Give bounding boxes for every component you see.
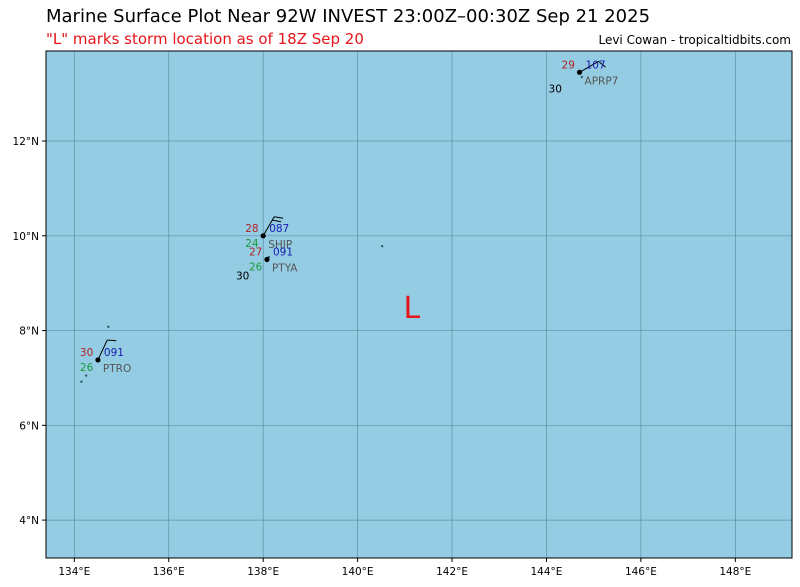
lat-tick-label: 6°N	[19, 420, 39, 432]
pressure-label: 091	[273, 246, 293, 258]
axis-ticks: 134°E 136°E 138°E 140°E 142°E 144°E 146°E 148°E…	[13, 136, 752, 578]
pressure-label: 087	[269, 223, 289, 235]
pressure-label: 107	[586, 59, 606, 71]
station-id-label: PTYA	[272, 262, 298, 274]
lon-tick-label: 138°E	[247, 566, 279, 578]
temperature-label: 30	[80, 347, 93, 359]
lon-tick-label: 140°E	[342, 566, 374, 578]
temperature-label: 27	[249, 246, 262, 258]
wind-barb-flag	[107, 339, 117, 342]
island-guam	[580, 75, 584, 79]
island-ngulu	[380, 245, 384, 248]
dewpoint-label: 26	[80, 362, 94, 374]
station-ship: 28 24 087 SHIP	[245, 216, 292, 251]
wind-barb-staff	[97, 339, 108, 361]
lat-tick-label: 12°N	[13, 136, 39, 148]
station-ptro: 30 26 091 PTRO	[80, 339, 131, 375]
temperature-label: 28	[245, 223, 258, 235]
plot-title: Marine Surface Plot Near 92W INVEST 23:0…	[46, 6, 651, 27]
wind-barb-flag	[272, 219, 282, 223]
station-dot	[576, 69, 583, 75]
lon-tick-label: 146°E	[625, 566, 657, 578]
lat-tick-label: 4°N	[19, 515, 39, 527]
plot-subtitle: "L" marks storm location as of 18Z Sep 2…	[46, 30, 364, 48]
dewpoint-label: 26	[249, 261, 263, 273]
lat-tick-label: 10°N	[13, 231, 39, 243]
map-frame	[45, 50, 793, 559]
ocean-background	[46, 51, 792, 558]
islands-layer	[80, 75, 584, 383]
lon-tick-label: 144°E	[531, 566, 563, 578]
island-kayangel	[107, 325, 110, 328]
island-palau-south-1	[84, 374, 88, 377]
extra-obs-label: 30	[236, 270, 249, 282]
extra-obs-label: 30	[549, 83, 562, 95]
temperature-label: 29	[562, 59, 575, 71]
lat-lon-grid	[46, 51, 792, 558]
station-id-label: SHIP	[268, 239, 292, 251]
station-aprp7: 29 107 APRP7 30	[549, 59, 619, 95]
station-id-label: PTRO	[103, 363, 131, 375]
wind-barb-flag	[274, 216, 284, 219]
credit-text: Levi Cowan - tropicaltidbits.com	[598, 33, 791, 47]
island-palau-south-2	[80, 380, 83, 383]
wind-barb-staff	[579, 60, 599, 73]
dewpoint-label: 24	[245, 238, 259, 250]
station-dot	[264, 256, 270, 263]
lon-tick-label: 142°E	[436, 566, 468, 578]
lon-tick-label: 136°E	[153, 566, 185, 578]
lon-tick-label: 148°E	[719, 566, 751, 578]
wind-barb-flag	[598, 60, 606, 68]
station-dot	[95, 357, 101, 363]
station-id-label: APRP7	[585, 75, 619, 87]
lat-tick-label: 8°N	[19, 326, 39, 338]
station-ptya: 27 26 091 PTYA 30	[236, 246, 298, 282]
storm-location-marker: L	[404, 291, 421, 326]
lon-tick-label: 134°E	[58, 566, 90, 578]
pressure-label: 091	[104, 347, 124, 359]
station-dot	[260, 233, 266, 239]
